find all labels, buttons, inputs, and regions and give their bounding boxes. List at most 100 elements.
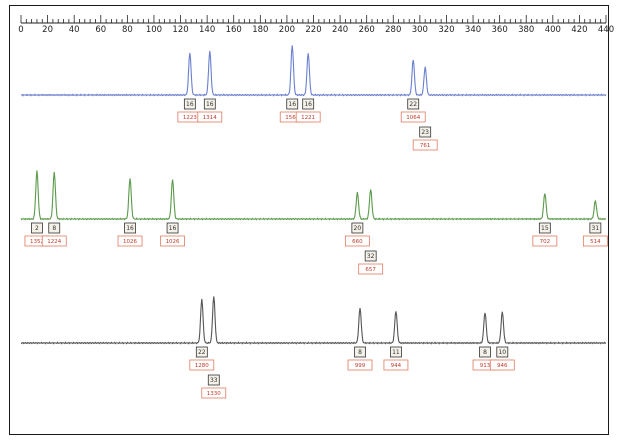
allele-label-box: [390, 346, 402, 358]
peak-height-label: 946: [497, 363, 508, 369]
allele-label: 11: [392, 349, 400, 356]
allele-label-box: [48, 222, 61, 234]
allele-label: 22: [409, 101, 417, 108]
peak-height-box: [532, 235, 558, 247]
allele-label: 31: [592, 225, 600, 232]
peak-height-box: [400, 111, 426, 123]
peak-height-label: 999: [355, 363, 366, 369]
x-tick-label: 80: [122, 25, 133, 35]
peak-height-box: [582, 235, 608, 247]
channel-trace: [20, 45, 607, 97]
x-tick-label: 320: [438, 25, 454, 35]
allele-label-box: [195, 346, 208, 358]
x-tick-label: 140: [199, 25, 215, 35]
allele-label: 33: [210, 377, 218, 384]
allele-label: 8: [358, 349, 362, 356]
peak-height-label: 1026: [166, 239, 180, 245]
x-tick-label: 200: [279, 25, 295, 35]
peak-height-box: [358, 263, 384, 275]
x-tick-label: 360: [492, 25, 508, 35]
x-tick-label: 160: [226, 25, 242, 35]
allele-label-box: [354, 346, 366, 358]
allele-label-box: [203, 98, 216, 110]
allele-label-box: [538, 222, 551, 234]
peak-height-label: 1221: [301, 115, 315, 121]
x-tick-label: 400: [545, 25, 561, 35]
allele-label: 16: [304, 101, 312, 108]
allele-label-box: [496, 346, 509, 358]
peak-height-box: [412, 139, 438, 151]
x-tick-label: 0: [18, 25, 23, 35]
peak-height-label: 1280: [195, 363, 209, 369]
peak-height-label: 660: [352, 239, 363, 245]
peak-height-label: 913: [480, 363, 491, 369]
peak-height-label: 1352: [30, 239, 44, 245]
x-tick-label: 340: [465, 25, 481, 35]
x-tick-label: 40: [69, 25, 80, 35]
x-tick-label: 220: [305, 25, 321, 35]
allele-label-box: [286, 98, 299, 110]
allele-label-box: [407, 98, 420, 110]
x-tick-label: 260: [359, 25, 375, 35]
peak-height-label: 1026: [123, 239, 137, 245]
allele-label-box: [31, 222, 43, 234]
peak-height-box: [295, 111, 321, 123]
peak-height-label: 1330: [207, 391, 221, 397]
x-tick-label: 180: [252, 25, 268, 35]
allele-label: 20: [354, 225, 362, 232]
allele-label: 16: [126, 225, 134, 232]
x-tick-label: 60: [95, 25, 106, 35]
allele-label-box: [479, 346, 491, 358]
x-tick-label: 440: [598, 25, 614, 35]
allele-label-box: [207, 374, 220, 386]
x-tick-label: 240: [332, 25, 348, 35]
peak-height-label: 1223: [183, 115, 197, 121]
x-tick-label: 120: [172, 25, 188, 35]
peak-height-label: 702: [540, 239, 551, 245]
allele-label-box: [589, 222, 602, 234]
allele-label: 16: [206, 101, 214, 108]
peak-height-box: [41, 235, 67, 247]
peak-height-box: [117, 235, 143, 247]
allele-label: 8: [52, 225, 56, 232]
x-tick-label: 420: [571, 25, 587, 35]
peak-height-box: [197, 111, 223, 123]
peak-height-label: 761: [420, 143, 431, 149]
allele-label: 23: [421, 129, 429, 136]
peak-height-box: [189, 359, 215, 371]
peak-height-box: [344, 235, 370, 247]
allele-label-box: [166, 222, 179, 234]
peak-height-box: [383, 359, 409, 371]
allele-label-box: [124, 222, 136, 234]
allele-label-box: [351, 222, 364, 234]
x-tick-label: 300: [412, 25, 428, 35]
allele-label: 15: [541, 225, 549, 232]
peak-height-box: [489, 359, 515, 371]
allele-label: 22: [198, 349, 206, 356]
x-tick-label: 380: [518, 25, 534, 35]
peak-height-label: 1314: [203, 115, 217, 121]
allele-label-box: [364, 250, 377, 262]
channel-trace: [20, 296, 607, 345]
peak-height-label: 1560: [285, 115, 299, 121]
allele-label-box: [183, 98, 196, 110]
peak-height-label: 514: [590, 239, 601, 245]
x-tick-label: 100: [146, 25, 162, 35]
x-tick-label: 20: [42, 25, 53, 35]
peak-height-label: 1224: [47, 239, 61, 245]
peak-height-label: 944: [391, 363, 402, 369]
peak-height-box: [160, 235, 185, 247]
allele-label: 2: [35, 225, 39, 232]
peak-height-label: 657: [365, 267, 376, 273]
peak-height-label: 1064: [406, 115, 420, 121]
allele-label-box: [419, 126, 432, 138]
allele-label: 16: [288, 101, 296, 108]
allele-label: 16: [169, 225, 177, 232]
peak-height-box: [201, 387, 227, 399]
peak-height-box: [347, 359, 373, 371]
allele-label: 32: [367, 253, 375, 260]
x-tick-label: 280: [385, 25, 401, 35]
allele-label: 8: [483, 349, 487, 356]
allele-label: 16: [186, 101, 194, 108]
